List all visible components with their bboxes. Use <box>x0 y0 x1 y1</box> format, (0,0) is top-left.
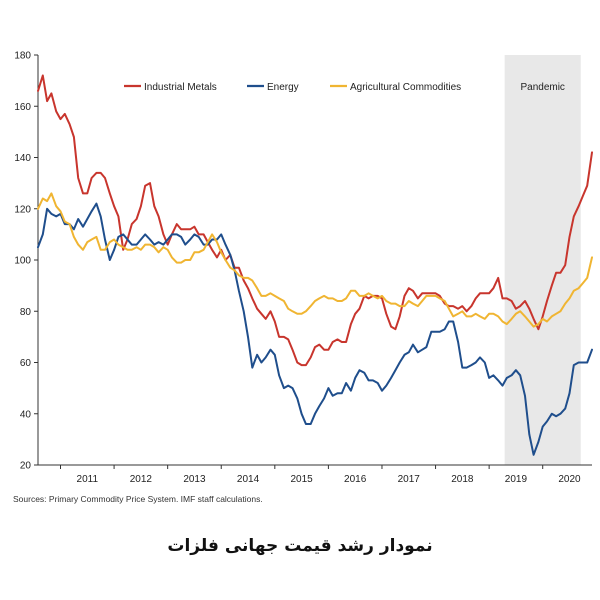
y-tick-label: 160 <box>14 102 31 113</box>
industrial-metalsline <box>37 74 593 367</box>
energyline <box>37 202 593 456</box>
y-tick-label: 140 <box>14 153 31 164</box>
series-lines <box>37 74 593 456</box>
x-tick-label: 2012 <box>130 474 153 485</box>
pandemic-region: Pandemic <box>504 55 581 465</box>
source-note: Sources: Primary Commodity Price System.… <box>13 494 263 504</box>
legend-label: Energy <box>267 82 299 93</box>
y-tick-label: 180 <box>14 51 31 62</box>
axes: 20 40 60 80 100 120 140 160 180 2011 2012 2013 2014 2… <box>14 51 592 485</box>
y-tick-label: 60 <box>20 358 32 369</box>
agricultural-commoditiesline <box>37 192 593 328</box>
x-tick-label: 2014 <box>237 474 260 485</box>
pandemic-shade <box>504 55 581 465</box>
y-tick-label: 80 <box>20 307 32 318</box>
x-tick-label: 2020 <box>558 474 581 485</box>
legend: Industrial Metals Energy Agricultural Comm… <box>124 82 461 93</box>
legend-label: Agricultural Commodities <box>350 82 461 93</box>
figure-caption: نمودار رشد قیمت جهانی فلزات <box>167 536 433 556</box>
x-tick-label: 2019 <box>505 474 528 485</box>
y-tick-label: 120 <box>14 204 31 215</box>
y-tick-label: 40 <box>20 409 32 420</box>
x-tick-label: 2016 <box>344 474 367 485</box>
x-tick-label: 2018 <box>451 474 474 485</box>
x-tick-label: 2013 <box>183 474 206 485</box>
x-tick-label: 2011 <box>77 474 99 485</box>
x-tick-label: 2015 <box>290 474 313 485</box>
legend-label: Industrial Metals <box>144 82 217 93</box>
y-tick-label: 20 <box>20 461 32 472</box>
chart-svg: Pandemic 20 40 60 80 100 120 140 160 180 2011 2012… <box>14 51 593 485</box>
x-tick-label: 2017 <box>398 474 421 485</box>
pandemic-label: Pandemic <box>520 82 564 93</box>
y-tick-label: 100 <box>14 256 31 267</box>
